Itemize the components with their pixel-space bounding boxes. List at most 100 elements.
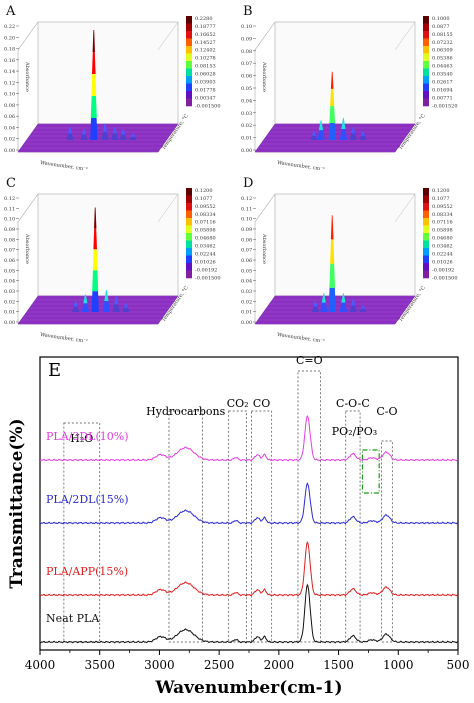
colorbar-label: 0.03540	[432, 72, 453, 78]
peak-segment	[341, 293, 346, 303]
colorbar-swatch	[186, 23, 192, 32]
x-tick-label: 3000	[144, 658, 175, 672]
peak-segment	[341, 118, 346, 129]
x-tick-label: 1500	[323, 658, 354, 672]
colorbar-swatch	[423, 210, 429, 219]
z-tick-label: 0.03	[241, 111, 252, 117]
spectral-peak	[311, 301, 319, 312]
ftir-chart: E 4000 3500 3000 2500 2000 1500 1000 500 Wavenumb…	[7, 354, 469, 698]
panel-letter: A	[5, 4, 16, 19]
z-tick-label: 0.06	[4, 114, 15, 120]
peak-segment	[359, 308, 367, 312]
annotation-label: CO	[253, 397, 270, 410]
peak-segment	[93, 228, 97, 250]
colorbar-swatch	[423, 31, 429, 39]
z-tick-label: 0.09	[241, 227, 252, 233]
colorbar-swatch	[186, 76, 192, 84]
colorbar-label: 0.03462	[432, 244, 453, 250]
colorbar-label: 0.16652	[195, 32, 216, 38]
peak-segment	[91, 291, 99, 312]
colorbar-swatch	[186, 53, 192, 62]
colorbar-swatch	[186, 46, 192, 54]
colorbar-label: 0.1077	[195, 196, 213, 202]
annotation-label: PO₂/PO₃	[332, 425, 377, 438]
annotation-label: C-O	[376, 405, 397, 418]
z-tick-label: 0.00	[4, 320, 15, 326]
spectral-peak	[102, 290, 110, 312]
z-axis-label: Absorbance	[24, 233, 30, 264]
series-line	[39, 482, 459, 525]
peak-segment	[330, 215, 334, 240]
colorbar-swatch	[186, 233, 192, 241]
z-tick-label: 0.02	[4, 137, 15, 143]
z-tick-label: 0.00	[4, 148, 15, 154]
peak-segment	[90, 96, 97, 118]
spectral-peak	[359, 131, 367, 140]
spectral-peak	[111, 126, 119, 140]
colorbar-label: 0.03903	[195, 79, 216, 85]
peak-segment	[92, 249, 98, 271]
peak-segment	[112, 304, 120, 312]
colorbar-swatch	[423, 16, 429, 24]
wall-edge	[157, 193, 179, 223]
z-axis-label: Absorbance	[261, 61, 267, 92]
colorbar-swatch	[423, 98, 429, 107]
peak-segment	[102, 301, 110, 312]
colorbar-label: 0.00347	[195, 95, 216, 101]
z-tick-label: 0.08	[241, 49, 252, 55]
z-tick-label: 0.20	[4, 35, 15, 41]
peak-segment	[81, 129, 87, 135]
colorbar-swatch	[186, 195, 192, 204]
colorbar-label: 0.18777	[195, 24, 216, 30]
spectral-peak	[122, 303, 130, 312]
peak-segment	[72, 306, 80, 312]
back-wall	[274, 193, 416, 297]
z-tick-label: 0.22	[4, 24, 15, 30]
colorbar-swatch	[186, 98, 192, 107]
spectral-peak	[80, 129, 88, 140]
colorbar-swatch	[423, 23, 429, 32]
z-axis-label: Absorbance	[261, 233, 267, 264]
colorbar-swatch	[423, 240, 429, 249]
colorbar-label: -0.00192	[432, 267, 454, 273]
peak-segment	[351, 126, 356, 134]
peak-segment	[123, 303, 129, 308]
colorbar-swatch	[423, 218, 429, 226]
colorbar-swatch	[423, 61, 429, 69]
z-tick-label: 0.02	[4, 299, 15, 305]
z-tick-label: 0.11	[241, 206, 252, 212]
series-label: PLA/2DL(15%)	[46, 493, 129, 506]
colorbar-swatch	[423, 53, 429, 62]
z-tick-label: 0.09	[241, 36, 252, 42]
colorbar-swatch	[186, 270, 192, 279]
colorbar-swatch	[423, 188, 429, 196]
annotation-label: CO₂	[227, 397, 249, 410]
y-axis-label: Transmittance(%)	[7, 418, 27, 588]
spectral-peak	[101, 123, 109, 140]
peak-segment	[311, 131, 317, 136]
side-wall	[17, 193, 39, 324]
colorbar-label: -0.001500	[195, 275, 221, 281]
peak-segment	[92, 30, 95, 52]
z-tick-label: 0.10	[241, 217, 252, 223]
z-tick-label: 0.02	[241, 299, 252, 305]
peak-segment	[81, 303, 89, 312]
z-tick-label: 0.10	[4, 92, 15, 98]
annotation-box	[228, 410, 247, 643]
spectral-peak	[91, 207, 99, 312]
colorbar-label: 0.2280	[195, 16, 213, 22]
z-tick-label: 0.03	[4, 289, 15, 295]
colorbar-label: -0.001520	[432, 103, 458, 109]
peak-segment	[330, 88, 335, 106]
peak-segment	[351, 298, 356, 306]
colorbar-label: -0.001500	[195, 103, 221, 109]
panel-letter: C	[6, 176, 16, 191]
colorbar-label: 0.05386	[432, 56, 453, 62]
colorbar-swatch	[186, 203, 192, 211]
colorbar-swatch	[186, 255, 192, 264]
colorbar-swatch	[423, 195, 429, 204]
wall-edge	[394, 193, 416, 223]
panel-b: B 0.10 0.09 0.08 0.07 0.06 0.05 0.04 0.03 0.02 0.0…	[241, 4, 458, 170]
colorbar-swatch	[186, 16, 192, 24]
z-tick-label: 0.06	[241, 74, 252, 80]
